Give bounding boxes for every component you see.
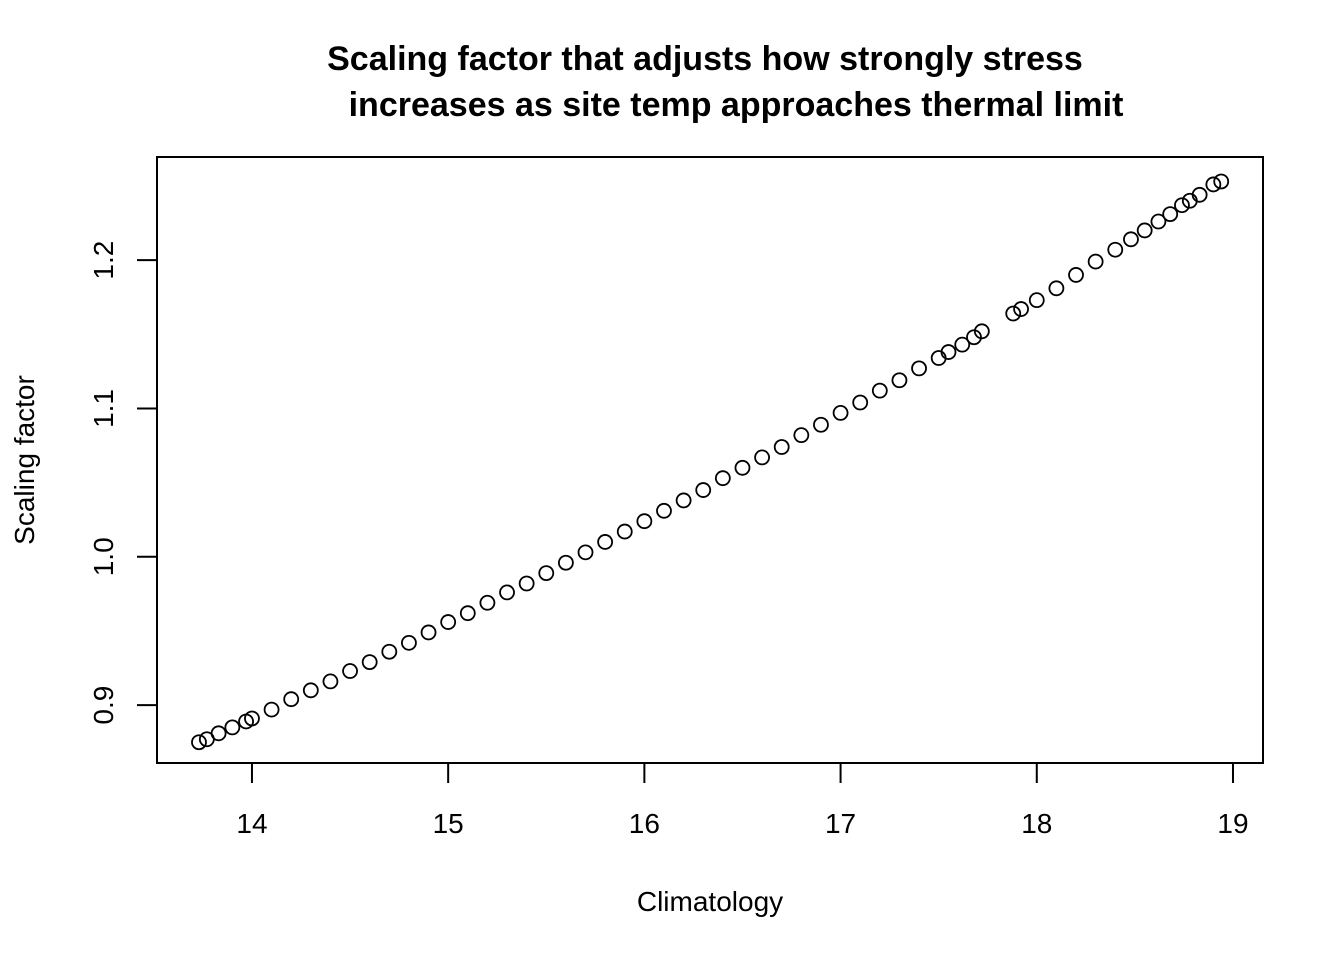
y-tick-label: 1.2 <box>88 241 119 280</box>
point <box>597 534 614 550</box>
point <box>577 544 594 561</box>
point <box>813 416 829 433</box>
point <box>361 654 378 671</box>
point <box>244 710 260 727</box>
point <box>1005 305 1022 322</box>
point <box>966 329 982 346</box>
point <box>695 482 712 498</box>
point <box>1213 173 1230 190</box>
point <box>1087 253 1104 270</box>
x-tick-label: 14 <box>236 808 267 839</box>
point <box>420 624 437 641</box>
point <box>210 725 227 742</box>
point <box>734 459 751 476</box>
point <box>1205 176 1222 193</box>
point <box>381 643 398 660</box>
point <box>499 584 515 601</box>
point <box>440 614 457 630</box>
point <box>479 594 496 611</box>
x-tick-label: 19 <box>1217 808 1248 839</box>
point <box>518 575 535 592</box>
point <box>1191 186 1208 203</box>
chart-title: Scaling factor that adjusts how strongly… <box>327 40 1083 78</box>
point <box>1048 280 1065 297</box>
y-tick-label: 1.0 <box>88 537 119 576</box>
point <box>1150 213 1167 230</box>
y-axis-label: Scaling factor <box>9 375 40 545</box>
point <box>263 701 280 718</box>
point <box>191 734 207 751</box>
point <box>773 439 790 455</box>
point <box>224 719 241 736</box>
point <box>1136 222 1153 239</box>
x-tick-label: 15 <box>433 808 464 839</box>
point <box>1162 206 1179 223</box>
point <box>459 605 476 622</box>
point <box>675 492 692 509</box>
point <box>1174 197 1190 214</box>
point <box>656 502 672 519</box>
point <box>636 513 653 530</box>
point <box>302 682 319 699</box>
point <box>1068 267 1084 283</box>
point <box>1107 241 1124 258</box>
point <box>973 323 990 340</box>
point <box>871 382 888 399</box>
point <box>401 634 417 651</box>
point <box>754 449 770 466</box>
y-tick-label: 0.9 <box>88 686 119 725</box>
x-tick-label: 18 <box>1021 808 1052 839</box>
point <box>1028 292 1045 309</box>
point <box>940 344 957 360</box>
point <box>852 394 869 411</box>
point <box>832 404 849 421</box>
point <box>557 554 574 571</box>
point <box>283 691 300 708</box>
point <box>911 360 927 377</box>
point <box>342 663 358 679</box>
point <box>1123 231 1139 248</box>
point <box>538 565 555 582</box>
point <box>1013 301 1029 317</box>
x-tick-label: 16 <box>629 808 660 839</box>
point <box>714 470 731 487</box>
point <box>616 523 633 540</box>
point <box>891 372 908 389</box>
x-axis-label: Climatology <box>637 886 783 917</box>
point <box>954 336 971 353</box>
point <box>793 427 810 444</box>
point <box>322 673 339 690</box>
chart-title: increases as site temp approaches therma… <box>349 86 1124 124</box>
x-tick-label: 17 <box>825 808 856 839</box>
y-tick-label: 1.1 <box>88 389 119 428</box>
